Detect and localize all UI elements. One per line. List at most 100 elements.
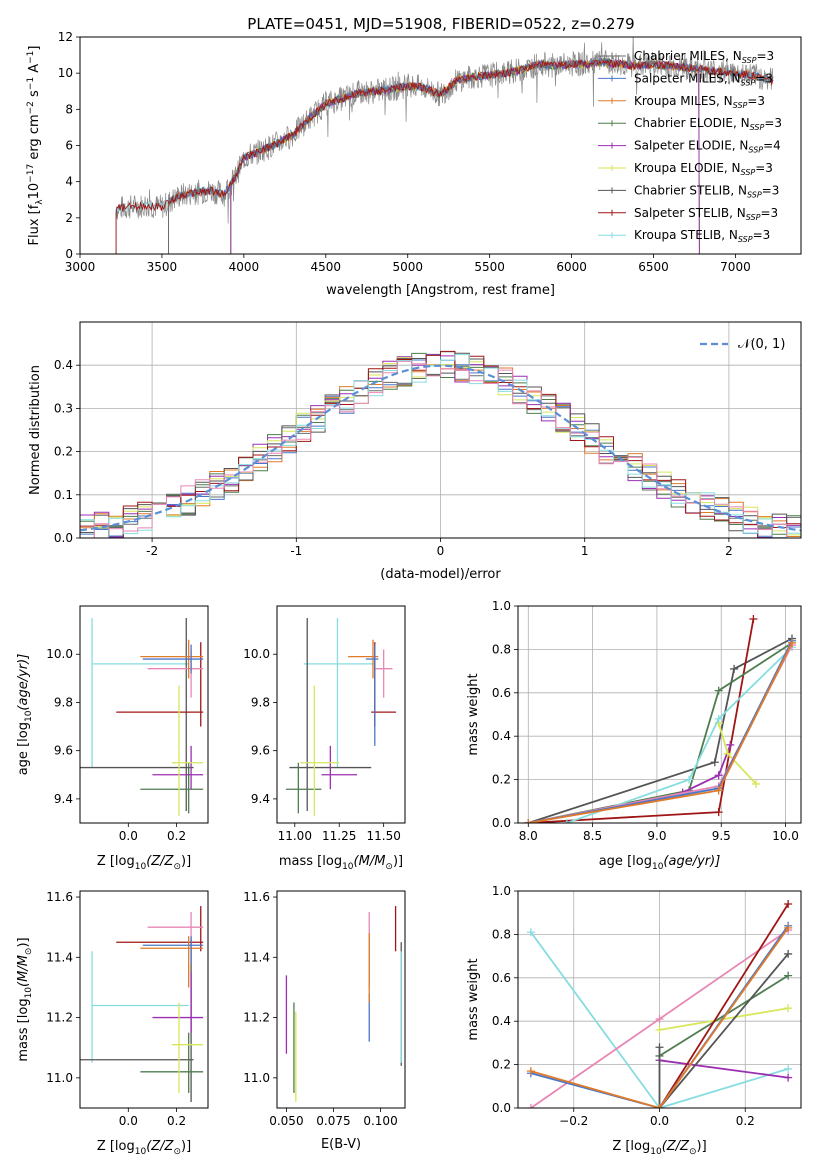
x-tick-label: -2 [146,544,158,558]
model-fit-kroupa-elodie [230,58,700,254]
mass-vs-Z-frame [79,890,209,1109]
x-tick-label: 3000 [65,260,96,274]
weight-marker [784,900,793,909]
weight-marker [784,971,793,980]
x-axis-label: (data-model)/error [380,567,501,582]
errorbar-chabrier-elodie [140,1032,204,1093]
sun-symbol: ⊙ [173,862,181,872]
weight-vs-Z-plot-area [526,900,793,1108]
x-axis-label: Z [log10(Z/Z⊙)] [612,1139,706,1157]
errorbar-kroupa-stelib [303,618,375,768]
axis-label-sub: 10 [135,1147,147,1157]
y-tick-label: 0.0 [492,816,511,830]
weight-line-kroupa-miles [530,927,789,1108]
y-tick-label: 0 [65,247,73,261]
axis-label-close: )] [16,937,31,947]
x-tick-label: 9.0 [647,829,666,843]
axis-label-tail: (M/M [16,955,31,987]
age-vs-mass-axes: 11.00 11.25 11.50 9.4 9.6 9.8 10.0 mass [log10(… [243,647,403,872]
model-fit-chabrier-elodie [230,57,700,254]
weight-marker [655,1043,664,1052]
y-tick-label: 9.4 [54,792,73,806]
weight-vs-age-frame [517,605,802,824]
legend-entry: Kroupa MILES, NSSP=3 [634,94,765,110]
x-axis-label: wavelength [Angstrom, rest frame] [326,283,555,298]
weight-marker [655,1104,664,1108]
ylabel-sup: −1 [26,77,36,90]
y-axis-label: age [log10(age/yr)] [16,654,34,776]
sun-symbol: ⊙ [24,948,34,956]
weight-line-kroupa-stelib [566,646,793,823]
model-fit-salpeter-elodie [230,57,700,254]
x-tick-label: 2 [725,544,733,558]
x-tick-label: 9.5 [712,829,731,843]
y-tick-label: 11.0 [46,1071,73,1085]
axis-label-tail: (age/yr)] [16,654,31,711]
legend-count: =3 [760,206,778,220]
x-tick-label: 7000 [720,260,751,274]
x-axis-label: Z [log10(Z/Z⊙)] [97,854,191,872]
legend-sub: SSP [741,78,756,87]
x-tick-label: 1 [581,544,589,558]
errorbar-salpeter-stelib [116,906,204,952]
y-tick-label: 11.6 [243,890,270,904]
y-axis-label: mass weight [466,958,481,1040]
errorbar-kroupa-miles [140,936,204,988]
axis-label-text: mass [log [16,998,31,1061]
weight-marker [524,819,533,823]
y-tick-label: 11.4 [243,950,270,964]
errorbar-salpeter-stelib [116,642,204,727]
legend-sub: SSP [746,213,761,222]
ylabel-sub: λ [35,199,45,205]
axis-label-tail: (Z/Z [146,1139,174,1154]
legend-sub: SSP [748,146,763,155]
age-vs-mass-frame [276,605,406,824]
x-tick-label: 11.25 [322,829,356,843]
y-tick-label: 8 [65,102,73,116]
legend-count: =3 [756,49,774,63]
x-tick-label: 0.100 [363,1114,397,1128]
age-vs-Z-axes: 0.0 0.29.49.69.810.0Z [log10(Z/Z⊙)]age [l… [16,647,191,872]
x-tick-label: 0.0 [650,1114,669,1128]
x-tick-label: 6000 [556,260,587,274]
x-tick-label: 8.5 [583,829,602,843]
y-tick-label: 0.6 [492,686,511,700]
x-axis-label: age [log10(age/yr)] [599,854,721,872]
x-tick-label: -1 [290,544,302,558]
x-tick-label: 10.0 [772,829,799,843]
sun-symbol: ⊙ [385,862,393,872]
axis-label-sub: 10 [135,862,147,872]
x-tick-label: 3500 [147,260,178,274]
y-tick-label: 0.0 [492,1101,511,1115]
errorbar-kroupa-stelib [91,951,189,1063]
axis-label-sub: 10 [24,710,34,722]
errorbar-salpeter-elodie [152,972,204,1033]
model-fit-chabrier-miles [168,57,774,254]
x-tick-label: 5000 [392,260,423,274]
legend-entry: Kroupa STELIB, NSSP=3 [634,228,770,244]
x-tick-label: 0.075 [316,1114,350,1128]
weight-marker [526,1104,535,1108]
weight-marker [784,949,793,958]
axis-label-text: age [log [16,722,31,775]
weight-vs-age-axes: 8.0 8.5 9.0 9.5 10.0 0.0 0.2 0.4 0.6 0.8 1.0 mass w… [466,599,801,872]
legend-entry: Salpeter MILES, NSSP=3 [634,71,773,87]
model-fit-salpeter-stelib [115,58,774,254]
x-tick-label: 0 [437,544,445,558]
y-tick-label: 9.8 [54,695,73,709]
x-tick-label: 0.2 [736,1114,755,1128]
spectrum-frame [79,36,802,255]
legend-count: =3 [762,183,780,197]
mass-vs-EBV-frame [276,890,406,1109]
figure-title: PLATE=0451, MJD=51908, FIBERID=0522, z=0… [247,15,634,33]
axis-label-sub: 10 [650,1147,662,1157]
weight-marker [749,615,758,624]
axis-label-close: )] [181,854,191,869]
axis-label-close: )] [697,1139,707,1154]
age-vs-Z-plot-area [80,618,204,816]
errorbar-salpeter-miles [142,644,204,674]
legend-count: =3 [753,228,771,242]
x-tick-label: 0.050 [269,1114,303,1128]
legend-entry: Kroupa ELODIE, NSSP=3 [634,161,773,177]
weight-marker [751,779,760,788]
